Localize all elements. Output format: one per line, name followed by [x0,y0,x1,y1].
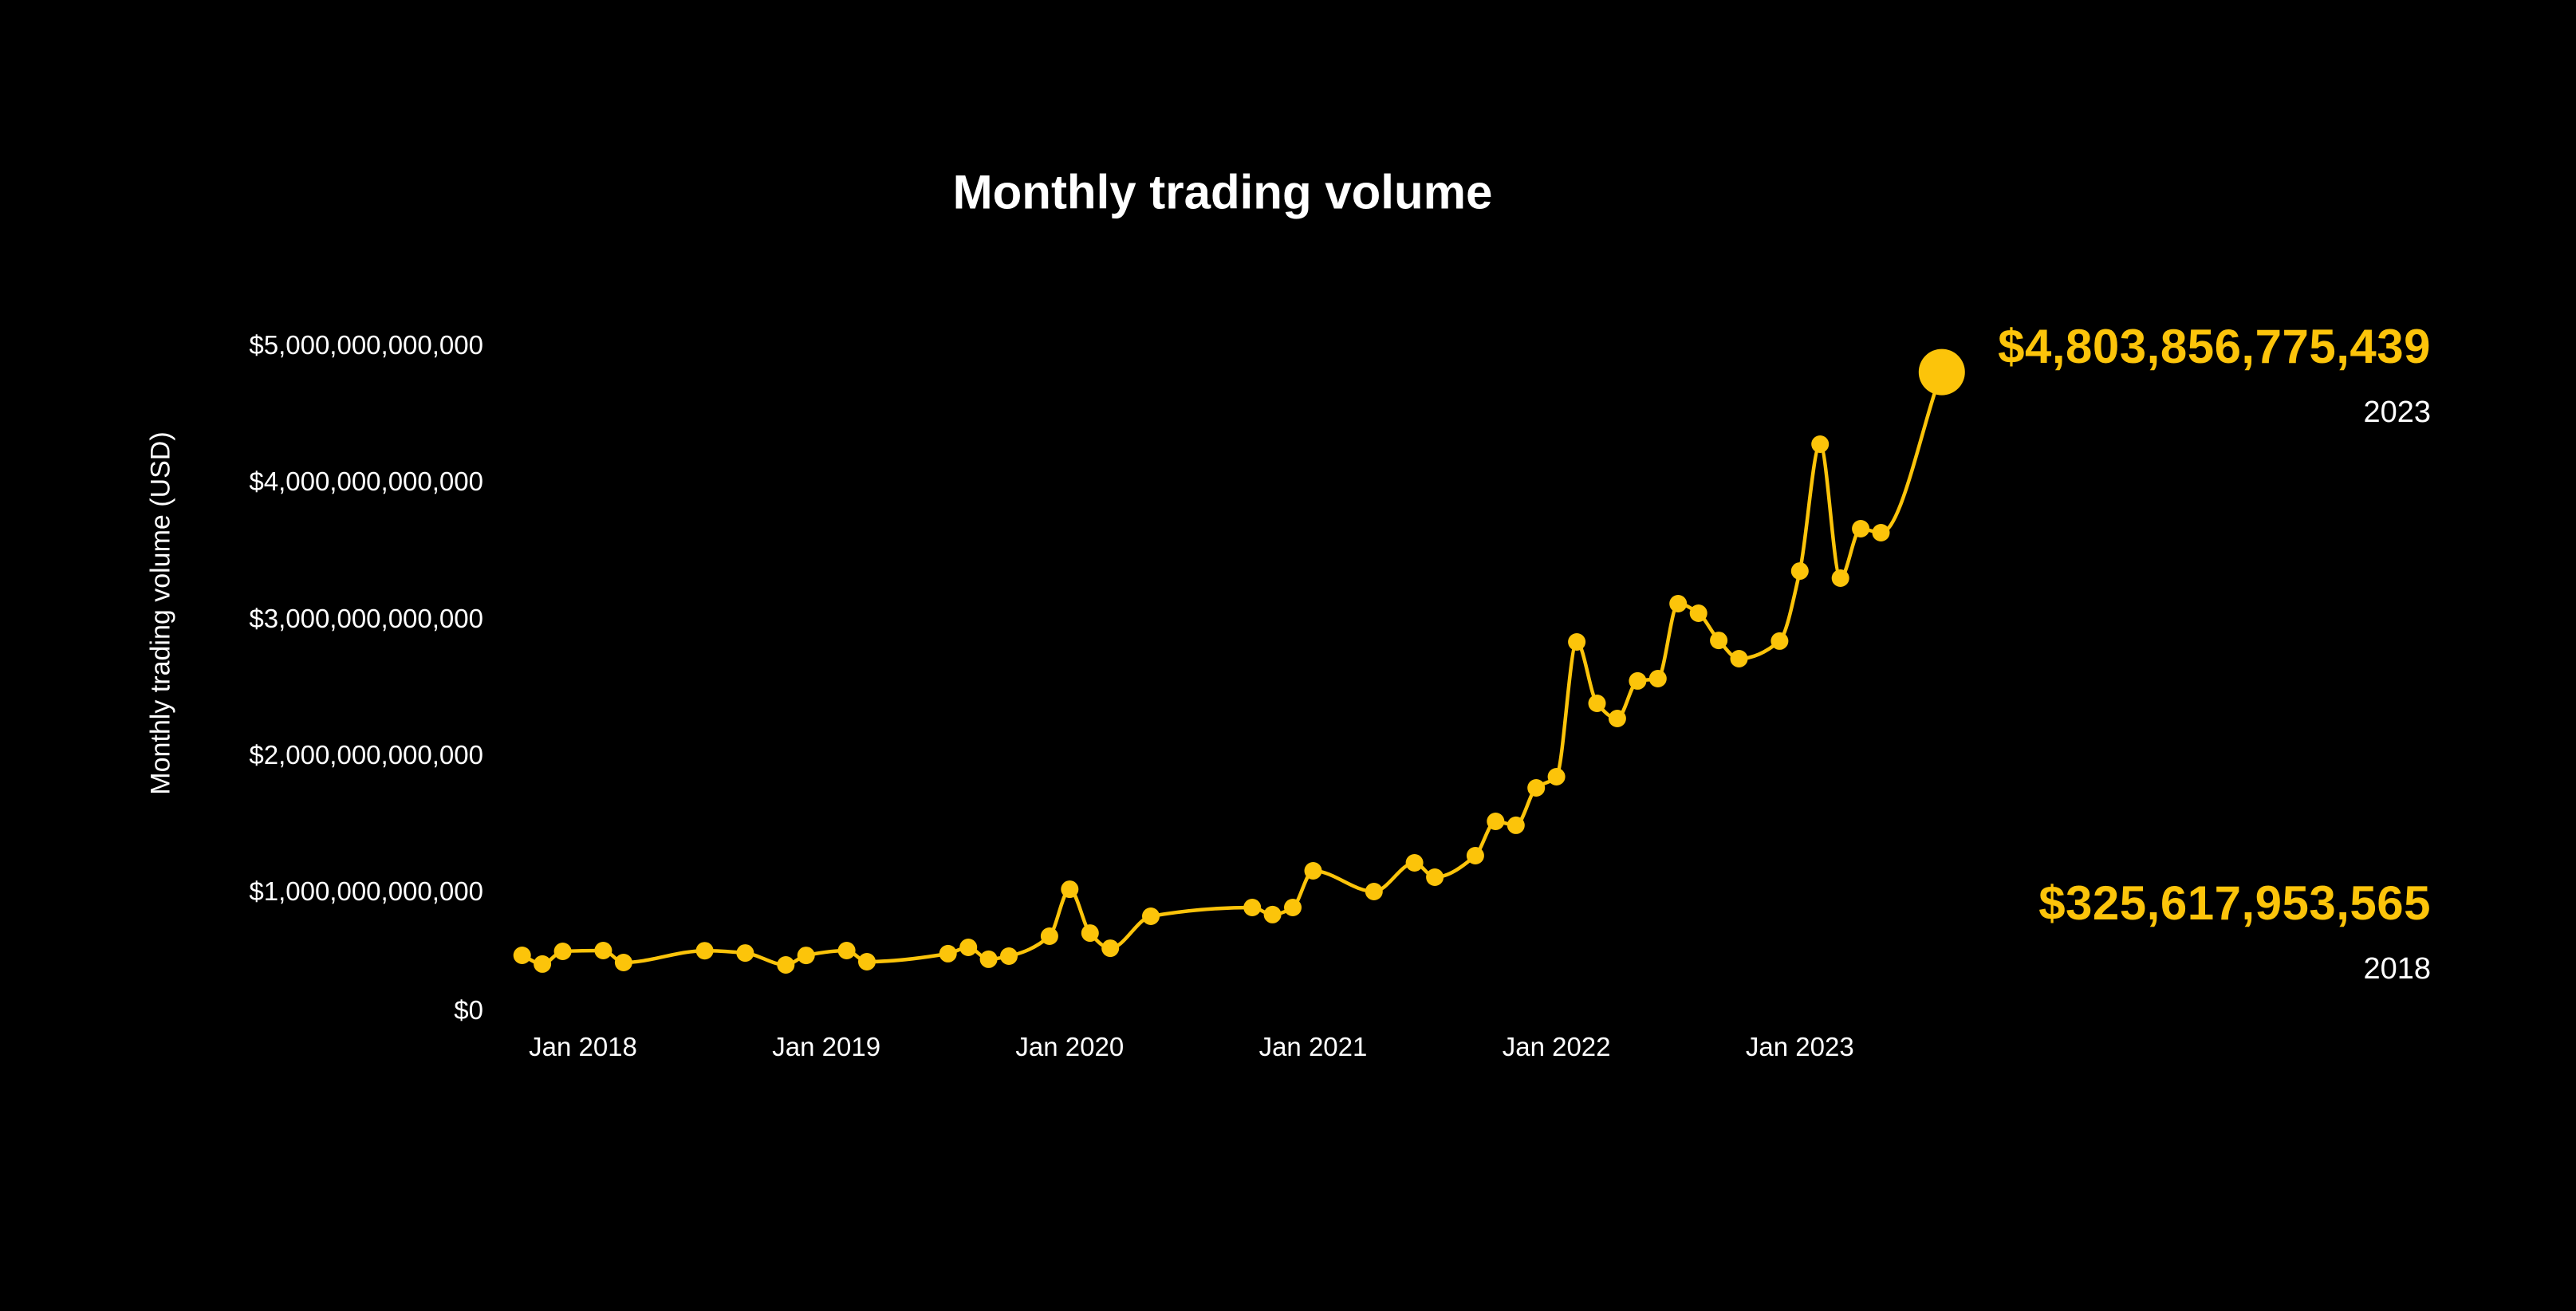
data-point [614,954,632,971]
data-point [695,942,714,960]
data-point [1730,650,1748,667]
data-point [1608,710,1626,727]
chart-title: Monthly trading volume [952,165,1493,219]
y-tick-label: $4,000,000,000,000 [249,467,483,497]
data-point-latest [1918,348,1965,396]
data-point [1081,924,1099,943]
data-point [1487,813,1505,830]
data-point [1771,632,1789,650]
data-point [1061,880,1079,899]
data-point [1568,633,1586,651]
data-point [1466,847,1484,864]
data-point [939,944,957,963]
earliest-value-label: $325,617,953,565 [2038,876,2431,930]
data-point [1284,899,1302,916]
data-point [1507,816,1525,834]
volume-line [520,370,1944,967]
x-tick-label: Jan 2021 [1258,1032,1368,1061]
data-point [1669,595,1688,612]
x-tick-label: Jan 2019 [772,1032,881,1061]
data-point [1040,927,1058,945]
data-point [1811,435,1830,453]
x-tick-label: Jan 2022 [1502,1032,1611,1061]
data-point [594,942,612,959]
x-tick-label: Jan 2023 [1745,1032,1854,1061]
data-point [1405,854,1424,872]
x-tick-label: Jan 2020 [1015,1032,1125,1061]
data-point [1852,520,1870,537]
data-point [1000,947,1018,965]
y-tick-label: $5,000,000,000,000 [249,330,483,360]
latest-value-annotation: $4,803,856,775,439 2023 [1998,319,2431,430]
data-point [1243,899,1262,916]
data-points [513,348,1965,974]
data-point [797,947,815,965]
data-point [1872,524,1890,541]
data-point [1304,862,1322,880]
data-point [1101,939,1120,958]
data-point [1263,905,1282,923]
data-point [1527,779,1546,797]
earliest-year-label: 2018 [2363,952,2431,986]
data-point [837,942,856,959]
data-point [513,947,531,964]
y-tick-label: $2,000,000,000,000 [249,739,483,770]
data-point [553,943,572,960]
data-point [1547,768,1566,785]
data-point [1790,562,1809,581]
data-point [777,956,795,974]
data-point [1831,569,1849,587]
data-point [1588,695,1606,712]
data-point [959,939,978,956]
data-point [1710,632,1728,650]
data-point [534,955,552,973]
data-point [736,944,754,963]
latest-value-label: $4,803,856,775,439 [1998,320,2431,373]
y-tick-label: $0 [454,995,483,1025]
data-point [979,950,998,968]
data-point [1648,670,1667,687]
latest-year-label: 2023 [2363,396,2431,429]
data-point [1142,907,1160,925]
earliest-value-annotation: $325,617,953,565 2018 [2038,876,2431,986]
data-point [858,953,876,970]
data-point [1426,868,1444,886]
y-tick-label: $1,000,000,000,000 [249,876,483,906]
x-tick-label: Jan 2018 [529,1032,637,1061]
data-point [1689,604,1707,622]
data-point [1365,883,1383,900]
y-tick-label: $3,000,000,000,000 [249,603,483,633]
data-point [1629,671,1647,690]
